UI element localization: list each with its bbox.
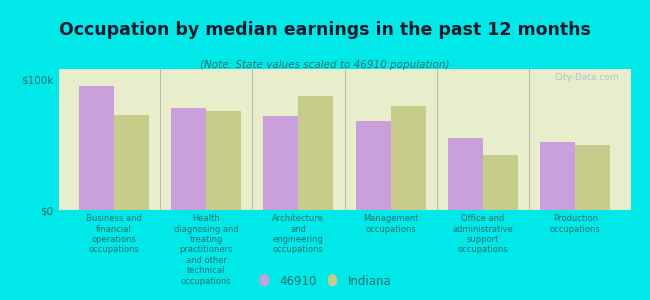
Legend: 46910, Indiana: 46910, Indiana xyxy=(255,271,395,291)
Bar xyxy=(263,116,298,210)
Bar xyxy=(448,138,483,210)
Bar xyxy=(540,142,575,210)
Bar xyxy=(298,96,333,210)
Text: Occupation by median earnings in the past 12 months: Occupation by median earnings in the pas… xyxy=(59,21,591,39)
Bar xyxy=(483,155,518,210)
Bar xyxy=(171,108,206,210)
Bar xyxy=(114,115,149,210)
Bar xyxy=(79,86,114,210)
Bar xyxy=(391,106,426,210)
Text: City-Data.com: City-Data.com xyxy=(554,73,619,82)
Bar xyxy=(575,145,610,210)
Text: (Note: State values scaled to 46910 population): (Note: State values scaled to 46910 popu… xyxy=(200,60,450,70)
Bar xyxy=(356,121,391,210)
Bar xyxy=(206,111,241,210)
